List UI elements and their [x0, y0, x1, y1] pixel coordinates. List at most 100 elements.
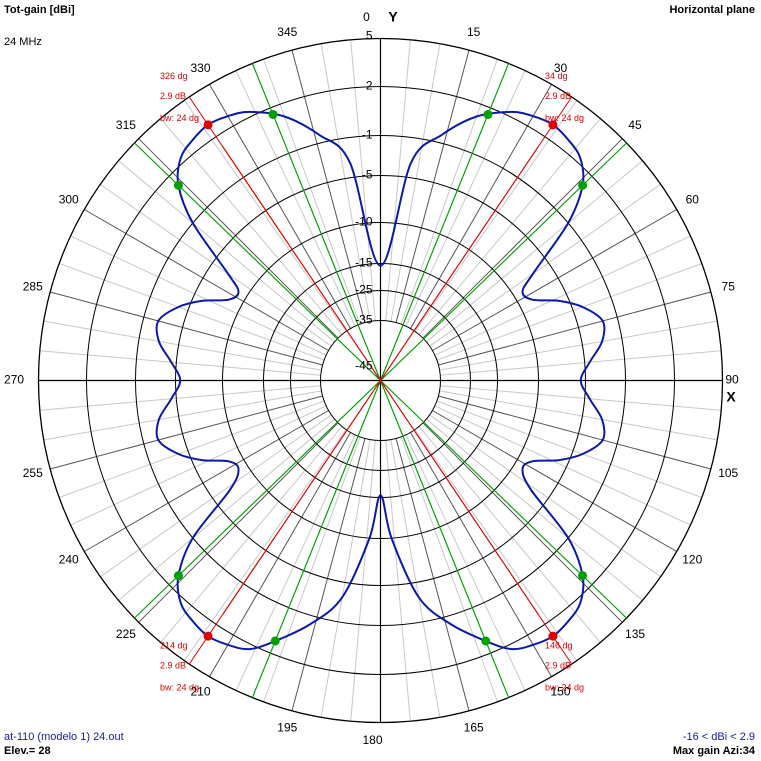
angle-tick-label: 300: [59, 193, 79, 207]
fine-radial-line: [43, 320, 322, 371]
major-radial-line: [50, 291, 323, 366]
angle-tick-label: 60: [686, 193, 700, 207]
max-gain-line: [222, 146, 573, 665]
max-gain-point: [203, 120, 213, 130]
fine-radial-line: [100, 414, 332, 578]
major-radial-line: [138, 422, 339, 623]
fine-radial-line: [436, 400, 703, 498]
beamwidth-label: bw: 24 dg: [545, 113, 584, 123]
major-radial-line: [395, 50, 470, 323]
fine-radial-line: [58, 263, 325, 361]
major-radial-line: [291, 50, 366, 323]
fine-radial-line: [429, 414, 661, 578]
angle-tick-label: 330: [190, 61, 210, 75]
fine-radial-line: [439, 320, 718, 371]
fine-radial-line: [43, 390, 322, 441]
major-radial-line: [432, 410, 677, 552]
beamwidth-point: [173, 180, 183, 190]
max-gain-value-label: 2.9 dB: [160, 661, 186, 671]
fine-radial-line: [440, 385, 722, 411]
major-radial-line: [410, 84, 552, 329]
fine-radial-line: [405, 434, 526, 691]
fine-radial-line: [436, 263, 703, 361]
beamwidth-label: bw: 24 dg: [160, 113, 199, 123]
grid-layer: [37, 37, 724, 724]
fine-radial-line: [439, 390, 718, 441]
fine-radial-line: [418, 426, 601, 643]
file-label: at-110 (modelo 1) 24.out: [4, 731, 124, 743]
angle-tick-label: 165: [464, 720, 484, 734]
major-radial-line: [422, 138, 623, 339]
fine-radial-line: [350, 440, 376, 722]
angle-tick-label: 315: [116, 118, 136, 132]
max-gain-value-label: 2.9 dB: [160, 91, 186, 101]
fine-radial-line: [263, 58, 361, 325]
max-angle-label: 326 dg: [160, 71, 188, 81]
angle-tick-label: 180: [362, 733, 382, 747]
radial-tick-label: -25: [355, 283, 373, 297]
angle-tick-label: 30: [554, 61, 568, 75]
fine-radial-line: [385, 440, 411, 722]
major-radial-line: [422, 422, 623, 623]
angle-tick-label: 195: [277, 720, 297, 734]
radial-tick-label: -1: [362, 128, 373, 142]
major-radial-line: [438, 395, 711, 470]
angle-tick-label: 0: [363, 10, 370, 24]
beamwidth-point: [270, 636, 280, 646]
angle-tick-label: 75: [722, 279, 736, 293]
radial-tick-label: -10: [355, 215, 373, 229]
fine-radial-line: [118, 418, 335, 601]
radial-tick-label: 5: [366, 29, 373, 43]
fine-radial-line: [350, 39, 376, 321]
fine-radial-line: [39, 350, 321, 376]
fine-radial-line: [400, 58, 498, 325]
fine-radial-line: [429, 183, 661, 347]
fine-radial-line: [426, 160, 643, 343]
quantity-label: Tot-gain [dBi]: [4, 4, 75, 16]
fine-radial-line: [440, 350, 722, 376]
fine-radial-line: [418, 118, 601, 335]
beamwidth-point: [578, 180, 588, 190]
beamwidth-point: [481, 636, 491, 646]
radial-tick-label: -15: [355, 256, 373, 270]
fine-radial-line: [390, 439, 441, 718]
fine-radial-line: [414, 429, 578, 661]
fine-radial-line: [160, 426, 343, 643]
x-axis-label: X: [726, 389, 736, 405]
max-angle-label: 146 dg: [545, 641, 573, 651]
fine-radial-line: [390, 43, 441, 322]
fine-radial-line: [385, 39, 411, 321]
major-radial-line: [138, 138, 339, 339]
fine-radial-line: [414, 100, 578, 332]
fine-radial-line: [320, 43, 371, 322]
max-gain-value-label: 2.9 dB: [545, 661, 571, 671]
major-radial-line: [395, 438, 470, 711]
angle-tick-label: 255: [23, 466, 43, 480]
beamwidth-point: [483, 109, 493, 119]
max-gain-point: [548, 120, 558, 130]
fine-radial-line: [100, 183, 332, 347]
max-gain-value-label: 2.9 dB: [545, 91, 571, 101]
max-gain-line: [222, 96, 573, 615]
max-gain-point: [203, 631, 213, 641]
major-radial-line: [84, 410, 329, 552]
radial-tick-label: 2: [366, 79, 373, 93]
elevation-label: Elev.= 28: [4, 745, 51, 757]
fine-radial-line: [426, 418, 643, 601]
major-radial-line: [50, 395, 323, 470]
major-radial-line: [410, 432, 552, 677]
beamwidth-point: [268, 109, 278, 119]
beamwidth-label: bw: 24 dg: [160, 683, 199, 693]
major-radial-line: [84, 209, 329, 351]
max-angle-label: 214 dg: [160, 641, 188, 651]
angle-tick-label: 270: [4, 373, 24, 387]
angle-tick-label: 210: [190, 684, 210, 698]
angle-tick-label: 285: [23, 279, 43, 293]
radial-tick-label: -35: [355, 313, 373, 327]
fine-radial-line: [405, 70, 526, 327]
major-radial-line: [209, 432, 351, 677]
frequency-label: 24 MHz: [4, 36, 42, 48]
fine-radial-line: [70, 405, 327, 526]
fine-radial-line: [118, 160, 335, 343]
